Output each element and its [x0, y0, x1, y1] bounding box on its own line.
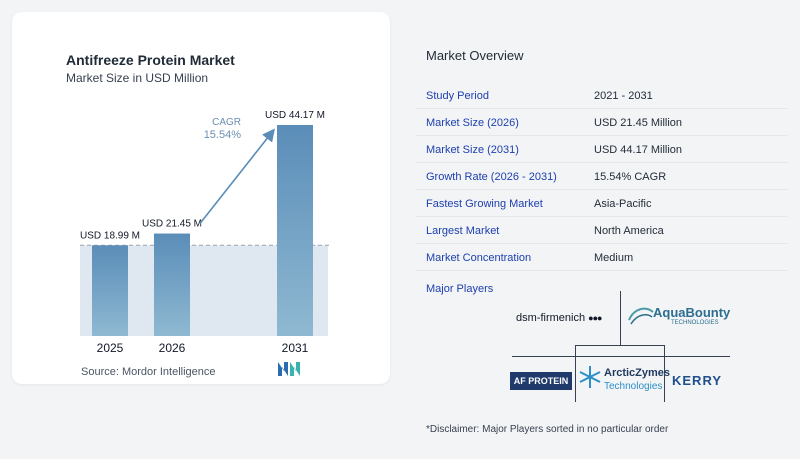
overview-label: Market Size (2026) [426, 117, 519, 129]
aquabounty-wave-icon [628, 307, 654, 325]
x-tick-label: 2025 [97, 341, 124, 355]
chart-subtitle: Market Size in USD Million [66, 71, 209, 85]
dots-icon: ●●● [588, 313, 602, 323]
overview-value: Medium [594, 252, 634, 264]
overview-label: Growth Rate (2026 - 2031) [426, 171, 557, 183]
divider [664, 345, 665, 402]
divider [512, 356, 730, 357]
bar [277, 125, 313, 336]
overview-row: Market Concentration Medium [416, 245, 788, 271]
overview-label: Market Concentration [426, 252, 532, 264]
overview-value: USD 21.45 Million [594, 117, 683, 129]
overview-label: Fastest Growing Market [426, 198, 543, 210]
source-text: Source: Mordor Intelligence [81, 366, 216, 378]
overview-row: Study Period 2021 - 2031 [416, 83, 788, 109]
major-players-title: Major Players [426, 283, 494, 295]
overview-row: Largest Market North America [416, 218, 788, 244]
overview-label: Market Size (2031) [426, 144, 519, 156]
overview-value: North America [594, 225, 664, 237]
x-tick-label: 2031 [282, 341, 309, 355]
cagr-label: CAGR [212, 117, 241, 128]
overview-value: 15.54% CAGR [594, 171, 667, 183]
bar [92, 245, 128, 336]
overview-value: USD 44.17 Million [594, 144, 683, 156]
overview-label: Study Period [426, 90, 489, 102]
overview-label: Largest Market [426, 225, 500, 237]
cagr-value: 15.54% [204, 129, 242, 141]
mordor-logo-icon [278, 362, 300, 376]
chart-title: Antifreeze Protein Market [66, 52, 235, 68]
arcticzymes-snowflake-icon [579, 366, 601, 388]
dsm-firmenich-text: dsm-firmenich [516, 312, 586, 324]
overview-title: Market Overview [426, 48, 524, 63]
divider [575, 345, 665, 346]
divider [620, 291, 621, 345]
data-label: USD 44.17 M [265, 110, 325, 121]
kerry-logo: KERRY [672, 373, 723, 388]
overview-row: Market Size (2031) USD 44.17 Million [416, 137, 788, 163]
aquabounty-subtitle: TECHNOLOGIES [671, 320, 719, 326]
disclaimer-text: *Disclaimer: Major Players sorted in no … [426, 424, 669, 435]
bar [154, 233, 190, 336]
x-tick-label: 2026 [159, 341, 186, 355]
dsm-firmenich-logo: dsm-firmenich ●●● [516, 312, 602, 324]
overview-row: Growth Rate (2026 - 2031) 15.54% CAGR [416, 164, 788, 190]
cagr-arrow [199, 128, 275, 225]
arcticzymes-logo: ArcticZymes [604, 367, 671, 379]
data-label: USD 21.45 M [142, 219, 202, 230]
arcticzymes-subtitle: Technologies [604, 381, 663, 392]
overview-row: Fastest Growing Market Asia-Pacific [416, 191, 788, 217]
af-protein-logo: AF PROTEIN [510, 372, 572, 390]
divider [575, 345, 576, 402]
data-label: USD 18.99 M [80, 230, 140, 241]
overview-value: Asia-Pacific [594, 198, 652, 210]
aquabounty-logo: AquaBounty [653, 305, 731, 320]
bar-chart: USD 18.99 M 2025 USD 21.45 M 2026 USD 44.17 … [80, 110, 330, 355]
overview-value: 2021 - 2031 [594, 90, 653, 102]
overview-row: Market Size (2026) USD 21.45 Million [416, 110, 788, 136]
